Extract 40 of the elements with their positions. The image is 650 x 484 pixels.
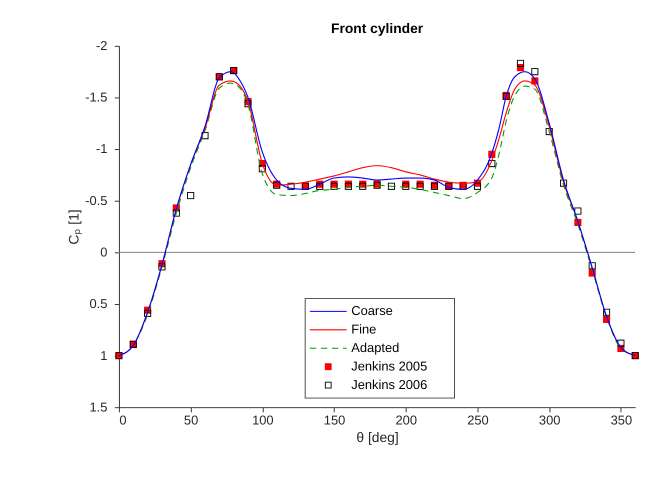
point bbox=[158, 263, 166, 270]
point bbox=[474, 182, 482, 190]
point bbox=[258, 165, 266, 172]
x-tick-label: 250 bbox=[467, 412, 489, 428]
point bbox=[546, 128, 553, 136]
point bbox=[388, 182, 395, 190]
legend-label: Adapted bbox=[351, 340, 400, 355]
chart-title: Front cylinder bbox=[331, 20, 424, 36]
legend-label: Coarse bbox=[351, 303, 393, 318]
point bbox=[287, 182, 295, 190]
x-tick-label: 150 bbox=[324, 412, 346, 428]
y-tick-label: -1 bbox=[96, 141, 108, 156]
point bbox=[187, 192, 194, 200]
y-axis-title: Cₚ [1] bbox=[66, 209, 83, 245]
y-tick-label: 0 bbox=[100, 244, 108, 260]
y-tick-label: -2 bbox=[96, 38, 108, 53]
x-tick-label: 0 bbox=[119, 412, 127, 428]
point bbox=[588, 262, 596, 270]
x-tick-label: 300 bbox=[538, 412, 560, 428]
point bbox=[488, 160, 496, 168]
x-tick-label: 350 bbox=[610, 412, 632, 428]
point bbox=[516, 60, 524, 67]
x-axis-title: θ [deg] bbox=[356, 428, 399, 445]
x-tick-label: 200 bbox=[395, 412, 417, 428]
point bbox=[144, 310, 152, 317]
legend-label: Jenkins 2006 bbox=[351, 376, 428, 392]
point bbox=[560, 180, 568, 187]
point bbox=[617, 340, 624, 347]
x-tick-label: 100 bbox=[252, 412, 274, 428]
y-tick-label: 1 bbox=[100, 348, 108, 363]
y-tick-label: -0.5 bbox=[85, 192, 108, 208]
x-tick-label: 50 bbox=[184, 412, 198, 428]
y-tick-label: 1.5 bbox=[89, 399, 108, 414]
y-tick-label: -1.5 bbox=[85, 90, 108, 105]
y-tick-label: 0.5 bbox=[89, 296, 108, 312]
legend-label: Fine bbox=[351, 321, 376, 336]
point bbox=[531, 68, 538, 76]
point bbox=[172, 210, 180, 217]
point bbox=[603, 308, 610, 316]
legend-label: Jenkins 2005 bbox=[351, 358, 428, 374]
